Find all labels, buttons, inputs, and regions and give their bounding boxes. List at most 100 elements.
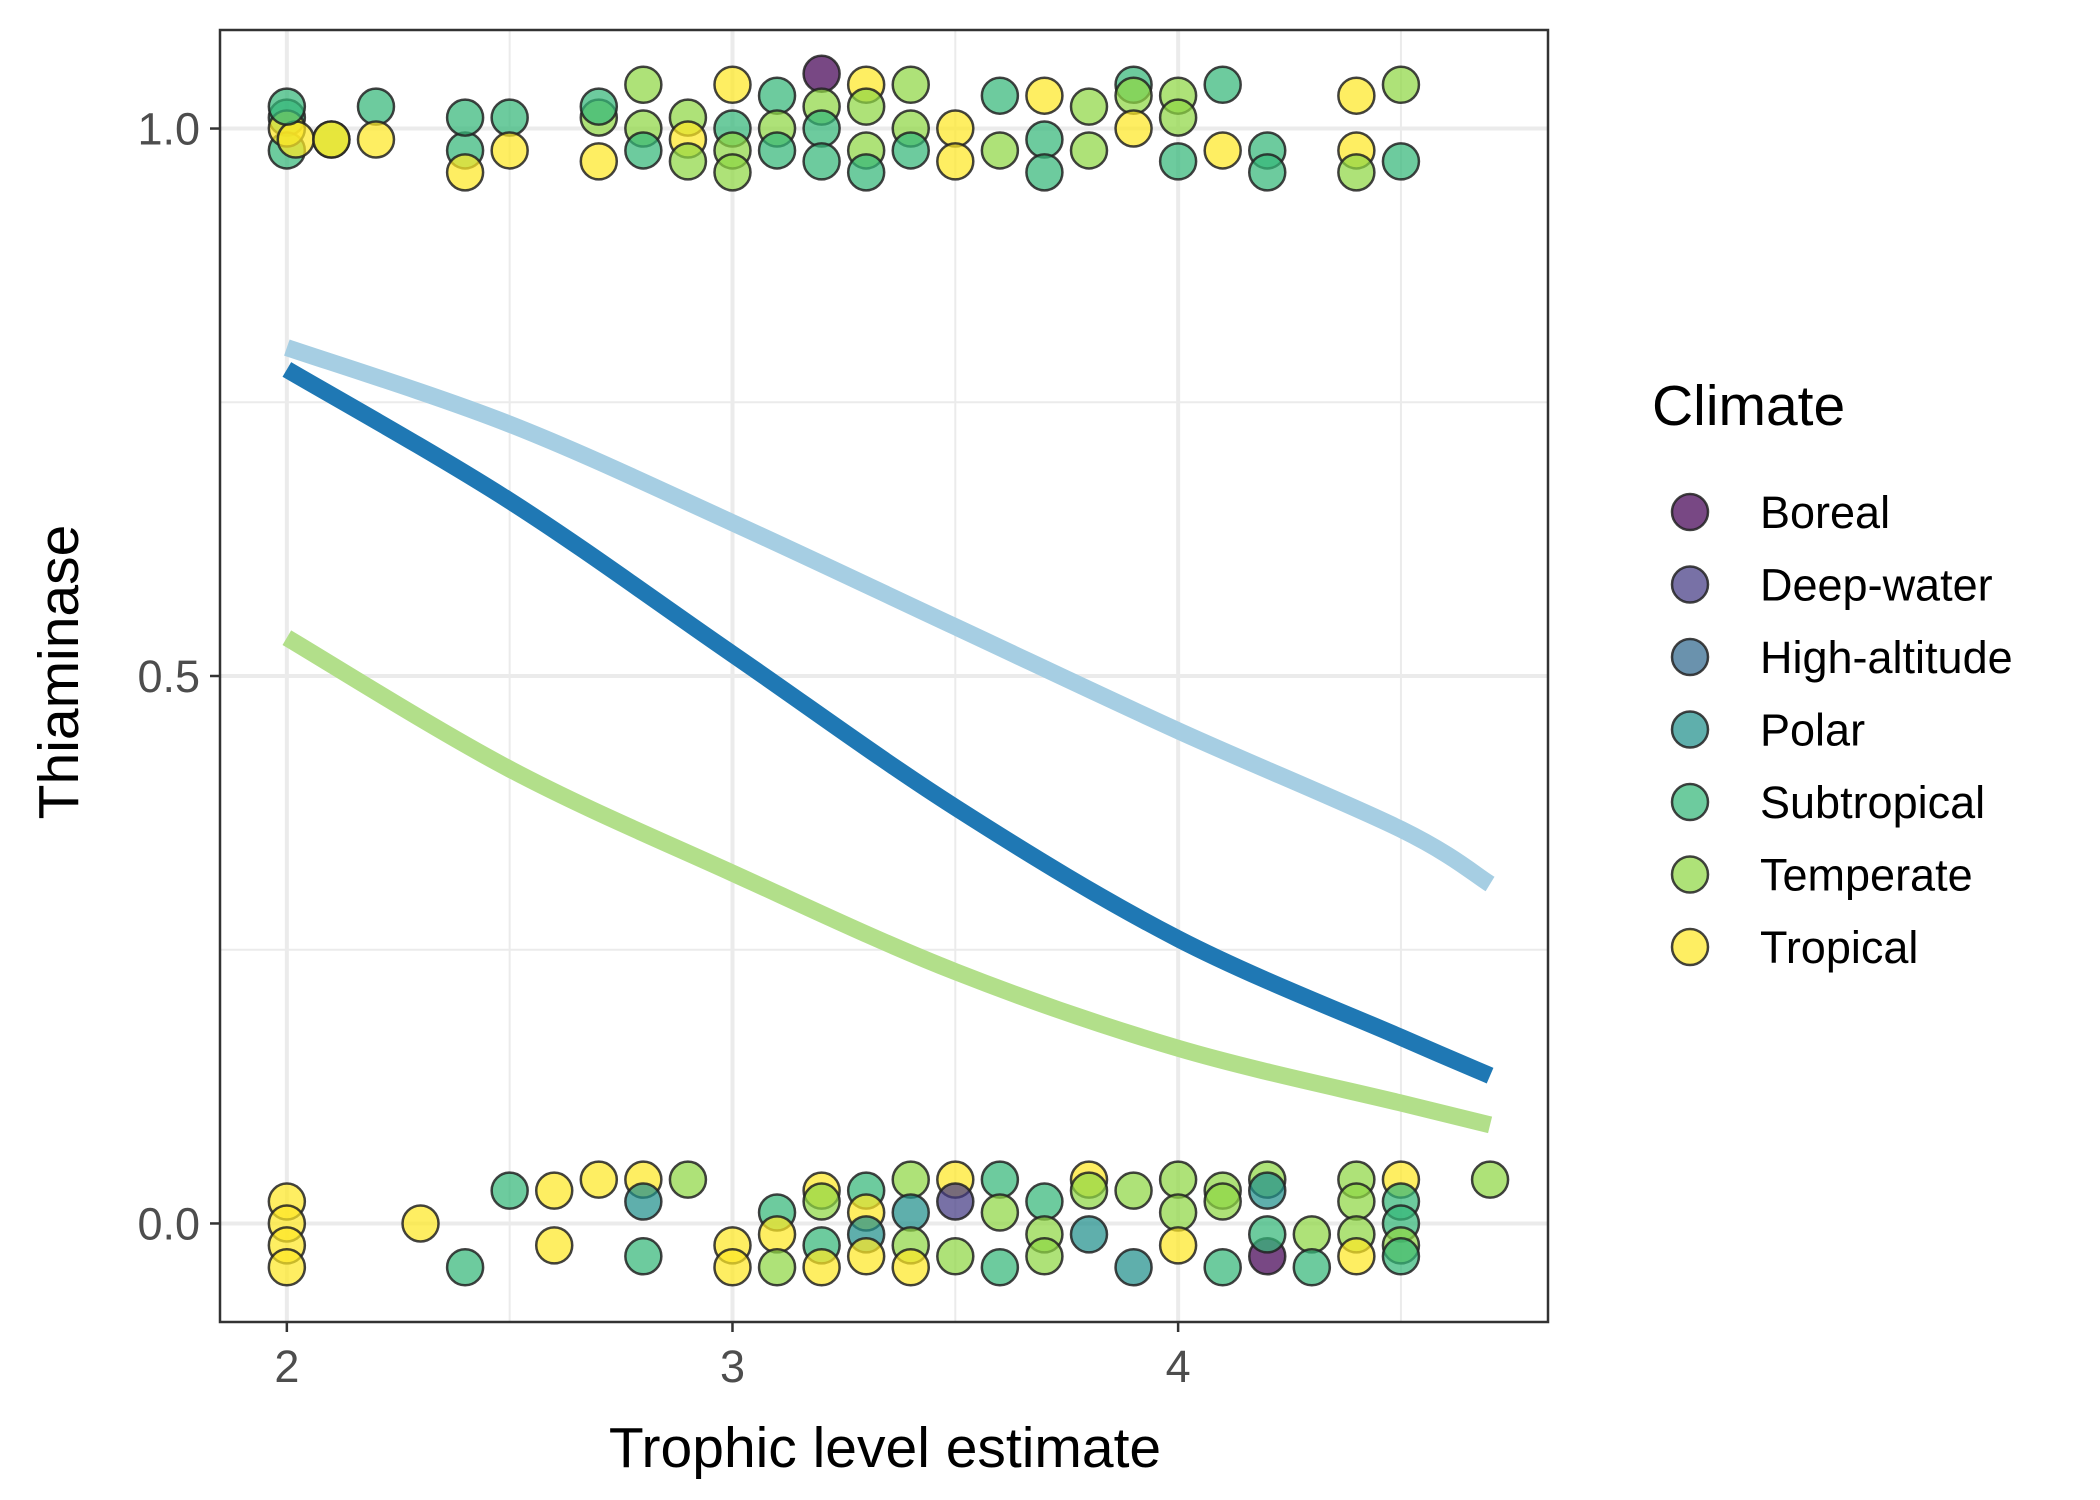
y-tick-label: 0.0 xyxy=(137,1198,200,1249)
data-point xyxy=(624,1182,663,1221)
legend-key-high-altitude xyxy=(1670,637,1710,677)
data-point xyxy=(445,153,485,192)
x-axis-label: Trophic level estimate xyxy=(609,1416,1161,1480)
data-point xyxy=(401,1204,440,1243)
data-point xyxy=(624,65,663,104)
data-point xyxy=(668,142,708,181)
data-point xyxy=(936,109,975,148)
data-point xyxy=(757,1215,797,1254)
data-point xyxy=(1337,76,1376,115)
data-point xyxy=(1069,1171,1109,1210)
legend-key-tropical xyxy=(1670,927,1710,967)
data-point xyxy=(846,1237,886,1276)
data-point xyxy=(1158,98,1198,137)
data-point xyxy=(1203,1182,1242,1221)
x-tick-label: 3 xyxy=(720,1341,745,1392)
data-point xyxy=(1114,1248,1153,1287)
data-point xyxy=(891,1248,930,1287)
data-point xyxy=(1069,1215,1109,1254)
data-point xyxy=(1158,142,1198,181)
data-point xyxy=(980,131,1020,170)
data-point xyxy=(624,1237,663,1276)
legend-title: Climate xyxy=(1652,374,1845,438)
x-tick-label: 4 xyxy=(1166,1341,1191,1392)
data-point xyxy=(1337,1237,1376,1276)
data-point xyxy=(891,1193,930,1232)
data-point xyxy=(624,131,663,170)
fitted-curve-2 xyxy=(282,362,1494,1084)
data-point xyxy=(356,87,396,126)
data-point xyxy=(980,1160,1020,1199)
data-point xyxy=(1114,109,1153,148)
legend: Climate Boreal Deep-water High-altitude Pol… xyxy=(1652,374,2013,973)
data-point xyxy=(1158,1160,1198,1199)
y-tick-label: 1.0 xyxy=(137,104,200,155)
data-point xyxy=(846,153,886,192)
data-point xyxy=(802,1182,841,1221)
legend-key-polar xyxy=(1670,710,1710,749)
data-point xyxy=(1337,1182,1376,1221)
data-point xyxy=(276,120,316,159)
y-axis-label: Thiaminase xyxy=(27,525,91,820)
data-point xyxy=(1158,1226,1198,1265)
data-point xyxy=(1470,1160,1510,1199)
data-point xyxy=(356,120,396,159)
fitted-curve-3 xyxy=(282,630,1493,1134)
data-point xyxy=(534,1226,574,1265)
legend-label-subtropical: Subtropical xyxy=(1760,777,1985,828)
legend-key-deep-water xyxy=(1670,565,1710,604)
legend-label-tropical: Tropical xyxy=(1760,922,1918,973)
data-point xyxy=(1292,1215,1332,1254)
data-point xyxy=(980,1248,1020,1287)
data-point xyxy=(936,1182,975,1221)
data-point xyxy=(534,1171,574,1210)
data-point xyxy=(668,1160,708,1199)
legend-label-deep-water: Deep-water xyxy=(1760,560,1993,611)
fitted-curve-1 xyxy=(284,339,1495,892)
data-point xyxy=(1069,87,1109,126)
gridlines xyxy=(220,30,1548,1322)
data-point xyxy=(891,1160,930,1199)
legend-key-subtropical xyxy=(1670,782,1710,822)
legend-key-temperate xyxy=(1670,855,1710,894)
data-point xyxy=(846,87,886,126)
data-point xyxy=(713,65,752,104)
data-point xyxy=(802,142,841,181)
data-point xyxy=(312,120,351,159)
data-point xyxy=(1114,1171,1153,1210)
data-point xyxy=(1381,142,1421,181)
data-point xyxy=(267,87,307,126)
data-point xyxy=(802,1248,841,1287)
data-point xyxy=(713,153,752,192)
data-point xyxy=(445,1248,485,1287)
data-point xyxy=(445,98,485,137)
legend-label-high-altitude: High-altitude xyxy=(1760,632,2013,683)
data-point xyxy=(490,98,529,137)
data-point xyxy=(802,109,841,148)
data-point xyxy=(980,1193,1020,1232)
axis-ticks: 2 3 4 0.0 0.5 1.0 xyxy=(137,104,1190,1392)
data-point xyxy=(1203,131,1242,170)
data-point xyxy=(1158,1193,1198,1232)
data-point xyxy=(1203,65,1242,104)
data-point xyxy=(1069,131,1109,170)
fitted-curves xyxy=(282,339,1495,1134)
data-point xyxy=(891,65,930,104)
data-point xyxy=(1203,1248,1242,1287)
data-point xyxy=(1247,1215,1287,1254)
data-point xyxy=(936,142,975,181)
data-points xyxy=(267,54,1510,1287)
data-point xyxy=(1025,76,1064,115)
data-point xyxy=(1025,1237,1064,1276)
data-point xyxy=(579,87,619,126)
data-point xyxy=(713,1248,752,1287)
data-point xyxy=(757,76,797,115)
data-point xyxy=(757,131,797,170)
data-point xyxy=(490,131,529,170)
legend-label-boreal: Boreal xyxy=(1760,487,1890,538)
legend-key-boreal xyxy=(1670,492,1710,532)
data-point xyxy=(1025,153,1064,192)
legend-label-polar: Polar xyxy=(1760,705,1865,756)
data-point xyxy=(579,142,619,181)
data-point xyxy=(802,54,841,94)
